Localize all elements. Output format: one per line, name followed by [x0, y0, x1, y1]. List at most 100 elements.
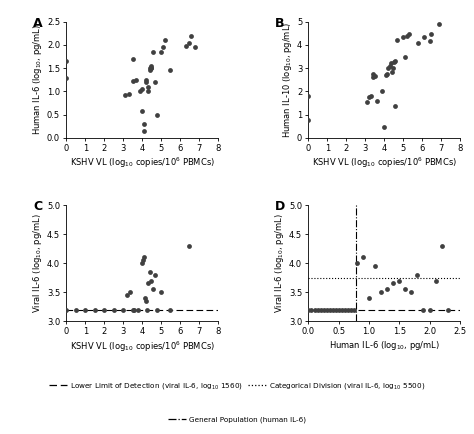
Point	[389, 65, 396, 72]
Point	[137, 88, 144, 95]
Point	[187, 32, 195, 39]
Point	[314, 306, 321, 313]
Point	[395, 277, 403, 284]
Point	[140, 254, 148, 261]
Point	[323, 306, 330, 313]
Point	[63, 58, 70, 65]
Text: C: C	[33, 201, 42, 214]
Point	[414, 271, 421, 278]
Point	[191, 44, 199, 51]
Point	[182, 43, 189, 49]
Point	[63, 75, 70, 82]
Point	[142, 76, 150, 83]
Point	[144, 83, 152, 90]
Point	[152, 79, 159, 85]
Point	[72, 306, 80, 313]
Point	[129, 78, 137, 85]
Point	[166, 306, 174, 313]
Point	[435, 20, 443, 27]
X-axis label: KSHV VL (log$_{10}$ copies/10$^6$ PBMCs): KSHV VL (log$_{10}$ copies/10$^6$ PBMCs)	[70, 339, 214, 354]
Point	[371, 73, 378, 80]
Point	[63, 306, 70, 313]
Y-axis label: Human IL-6 (log$_{10}$, pg/mL): Human IL-6 (log$_{10}$, pg/mL)	[31, 24, 44, 135]
Point	[82, 306, 89, 313]
Point	[365, 94, 373, 101]
Point	[100, 306, 108, 313]
Point	[311, 306, 319, 313]
X-axis label: Human IL-6 (log$_{10}$, pg/mL): Human IL-6 (log$_{10}$, pg/mL)	[328, 339, 439, 352]
Point	[166, 67, 174, 74]
Point	[326, 306, 333, 313]
Point	[383, 286, 391, 293]
Y-axis label: Human IL-10 (log$_{10}$, pg/mL): Human IL-10 (log$_{10}$, pg/mL)	[281, 22, 294, 138]
Point	[382, 71, 390, 78]
Point	[140, 127, 148, 134]
Text: B: B	[275, 17, 285, 30]
Point	[91, 306, 99, 313]
Point	[150, 286, 157, 293]
Point	[344, 306, 352, 313]
Point	[146, 268, 154, 275]
Point	[383, 70, 391, 77]
Point	[391, 103, 398, 110]
Point	[414, 39, 422, 46]
Point	[138, 260, 146, 266]
Point	[140, 120, 148, 127]
Point	[390, 280, 397, 287]
Point	[148, 65, 155, 72]
Point	[138, 85, 146, 92]
Point	[121, 92, 129, 99]
Point	[341, 306, 348, 313]
Point	[159, 44, 167, 51]
Point	[148, 65, 155, 72]
Point	[335, 306, 343, 313]
Point	[401, 286, 409, 293]
Point	[419, 306, 427, 313]
X-axis label: KSHV VL (log$_{10}$ copies/10$^6$ PBMCs): KSHV VL (log$_{10}$ copies/10$^6$ PBMCs)	[312, 156, 456, 170]
Text: D: D	[275, 201, 285, 214]
Y-axis label: Viral IL-6 (log$_{10}$, pg/mL): Viral IL-6 (log$_{10}$, pg/mL)	[31, 213, 44, 313]
Point	[359, 254, 367, 261]
Point	[365, 295, 373, 302]
Point	[329, 306, 337, 313]
Point	[338, 306, 346, 313]
Point	[399, 33, 407, 40]
Point	[317, 306, 324, 313]
Point	[377, 289, 385, 296]
Point	[131, 306, 138, 313]
Point	[126, 289, 134, 296]
Legend: Lower Limit of Detection (viral IL-6, log$_{10}$ 1560), Categorical Division (vi: Lower Limit of Detection (viral IL-6, lo…	[46, 378, 428, 394]
Point	[152, 271, 159, 278]
Point	[157, 49, 165, 56]
Point	[135, 306, 142, 313]
Point	[154, 111, 161, 118]
Point	[119, 306, 127, 313]
Point	[129, 56, 137, 62]
Point	[123, 292, 131, 299]
Point	[428, 31, 435, 38]
Point	[378, 88, 386, 95]
Point	[185, 242, 193, 249]
Point	[387, 60, 394, 67]
Point	[426, 306, 433, 313]
X-axis label: KSHV VL (log$_{10}$ copies/10$^6$ PBMCs): KSHV VL (log$_{10}$ copies/10$^6$ PBMCs)	[70, 156, 214, 170]
Point	[146, 67, 154, 74]
Point	[332, 306, 339, 313]
Y-axis label: Viral IL-6 (log$_{10}$, pg/mL): Viral IL-6 (log$_{10}$, pg/mL)	[273, 213, 286, 313]
Point	[403, 32, 410, 39]
Point	[129, 306, 137, 313]
Point	[380, 124, 388, 131]
Point	[305, 93, 312, 100]
Point	[392, 58, 399, 65]
Point	[408, 289, 415, 296]
Point	[388, 68, 395, 75]
Point	[148, 277, 155, 284]
Point	[438, 242, 446, 249]
Point	[146, 65, 154, 72]
Point	[185, 39, 193, 46]
Point	[157, 289, 165, 296]
Point	[363, 99, 371, 105]
Point	[142, 79, 150, 85]
Point	[161, 37, 169, 44]
Point	[139, 257, 147, 264]
